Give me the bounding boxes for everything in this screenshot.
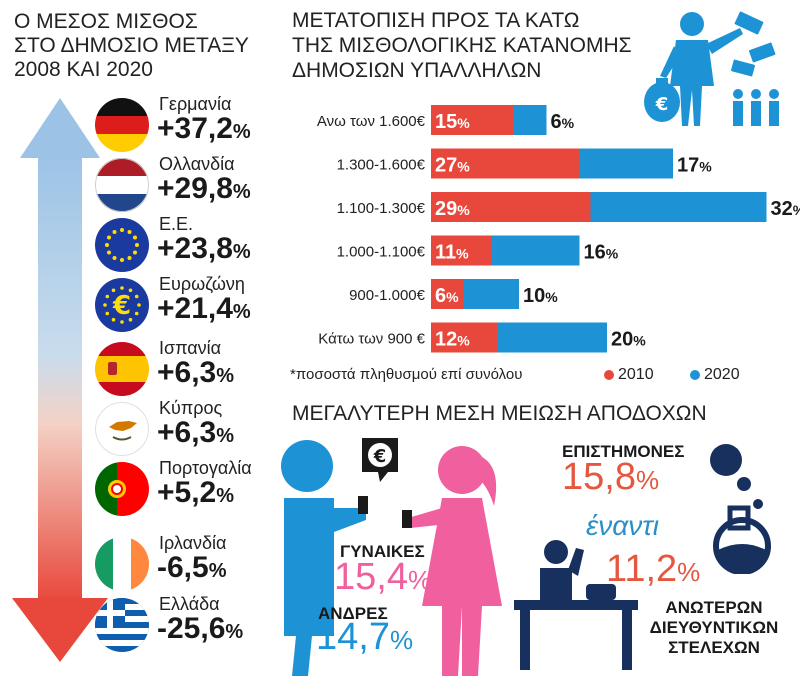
- legend-2020: 2020: [690, 366, 740, 384]
- country-value: -25,6%: [157, 612, 243, 646]
- country-ireland: Ιρλανδία -6,5%: [95, 535, 285, 595]
- country-portugal: Πορτογαλία +5,2%: [95, 460, 285, 520]
- ireland-flag-icon: [95, 537, 149, 591]
- data-label-2010: 27%: [435, 155, 470, 177]
- reductions-title: ΜΕΓΑΛΥΤΕΡΗ ΜΕΣΗ ΜΕΙΩΣΗ ΑΠΟΔΟΧΩΝ: [292, 402, 707, 426]
- desk-icon: [514, 600, 638, 610]
- data-label-2010: 12%: [435, 329, 470, 351]
- data-label-2020: 16%: [584, 242, 619, 264]
- data-label-2020: 10%: [523, 285, 558, 307]
- svg-text:€: €: [373, 446, 387, 467]
- bar-row: 1.100-1.300€ 29% 32%: [337, 192, 800, 222]
- bar-row: 1.000-1.100€ 11% 16%: [337, 236, 619, 266]
- flask-illustration: [694, 438, 790, 574]
- phone-icon: [358, 496, 368, 514]
- versus-text: έναντι: [586, 510, 659, 542]
- data-label-2020: 17%: [677, 155, 712, 177]
- category-label: 1.300-1.600€: [337, 157, 426, 174]
- data-label-2020: 6%: [551, 111, 575, 133]
- cyprus-flag-icon: [95, 402, 149, 456]
- bar-2020: [591, 192, 767, 222]
- country-value: -6,5%: [157, 551, 227, 585]
- bar-row: 900-1.000€ 6% 10%: [349, 279, 558, 309]
- category-label: Κάτω των 900 €: [318, 331, 425, 348]
- country-cyprus: Κύπρος +6,3%: [95, 400, 285, 460]
- euro-speech-bubble-icon: €: [362, 438, 398, 482]
- bar-row: 1.300-1.600€ 27% 17%: [337, 149, 713, 179]
- legend-swatch: [690, 370, 700, 380]
- country-value: +6,3%: [157, 356, 234, 390]
- greece-flag-icon: [95, 598, 149, 652]
- scientists-value: 15,8%: [562, 456, 659, 499]
- country-value: +5,2%: [157, 476, 234, 510]
- executives-label-line: ΔΙΕΥΘΥΝΤΙΚΩΝ: [644, 618, 784, 638]
- legend-2010: 2010: [604, 366, 654, 384]
- bar-row: Ανω των 1.600€ 15% 6%: [317, 105, 575, 135]
- data-label-2010: 29%: [435, 198, 470, 220]
- bar-2020: [492, 236, 580, 266]
- bar-2020: [580, 149, 674, 179]
- distribution-bar-chart: Ανω των 1.600€ 15% 6% 1.300-1.600€ 27% 17% 1.1…: [0, 0, 800, 360]
- bar-2020: [497, 323, 607, 353]
- bubble-icon: [710, 444, 742, 476]
- bar-2020: [514, 105, 547, 135]
- legend-swatch: [604, 370, 614, 380]
- data-label-2020: 32%: [771, 198, 800, 220]
- executives-label: ΑΝΩΤΕΡΩΝ ΔΙΕΥΘΥΝΤΙΚΩΝ ΣΤΕΛΕΧΩΝ: [644, 598, 784, 658]
- category-label: Ανω των 1.600€: [317, 113, 426, 130]
- legend-label: 2020: [704, 366, 740, 383]
- executives-label-line: ΑΝΩΤΕΡΩΝ: [644, 598, 784, 618]
- portugal-flag-icon: [95, 462, 149, 516]
- category-label: 1.000-1.100€: [337, 244, 426, 261]
- country-greece: Ελλάδα -25,6%: [95, 596, 285, 656]
- category-label: 1.100-1.300€: [337, 200, 426, 217]
- bar-2020: [464, 279, 519, 309]
- men-value: 14,7%: [316, 616, 413, 659]
- country-value: +6,3%: [157, 416, 234, 450]
- phone-icon: [402, 510, 412, 528]
- data-label-2010: 6%: [435, 285, 459, 307]
- category-label: 900-1.000€: [349, 287, 426, 304]
- executives-value: 11,2%: [606, 548, 700, 591]
- women-value: 15,4%: [334, 556, 431, 599]
- data-label-2010: 15%: [435, 111, 470, 133]
- bar-row: Κάτω των 900 € 12% 20%: [318, 323, 646, 353]
- chart-footnote: *ποσοστά πληθυσμού επί συνόλου: [290, 366, 522, 383]
- legend-label: 2010: [618, 366, 654, 383]
- arrow-head-down: [12, 598, 108, 662]
- executives-label-line: ΣΤΕΛΕΧΩΝ: [644, 638, 784, 658]
- data-label-2010: 11%: [435, 242, 469, 264]
- data-label-2020: 20%: [611, 329, 646, 351]
